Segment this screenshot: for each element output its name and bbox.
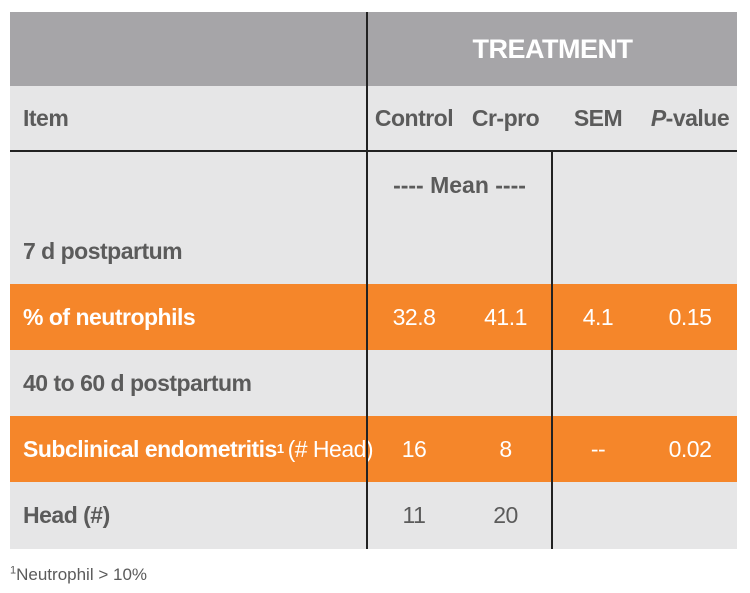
footnote: 1Neutrophil > 10% [10,565,147,585]
p-italic: P [650,104,666,131]
table-row: Subclinical endometritis 1 (# Head) 16 8 -… [10,416,737,482]
p-suffix: -value [665,104,730,131]
treatment-header-row: TREATMENT [10,12,737,86]
col-header-item: Item [23,104,69,131]
footnote-superscript: 1 [10,564,17,577]
cell-crpro: 20 [493,502,518,528]
footnote-text: Neutrophil > 10% [16,565,148,584]
cell-sem: -- [590,435,606,462]
cell-p-value: 0.02 [668,435,712,462]
col-header-p-value: P -value [643,86,737,150]
mean-row: ---- Mean ---- [10,152,737,218]
col-header-control: Control [374,104,454,131]
table-row: Head (#) 11 20 [10,482,737,549]
table-row: 40 to 60 d postpartum [10,350,737,416]
table-row: 7 d postpartum [10,218,737,284]
row-label: 7 d postpartum [23,237,183,264]
cell-crpro: 41.1 [484,303,527,330]
column-header-row: Item Control Cr-pro SEM P -value [10,86,737,152]
column-divider-sem [551,152,553,549]
mean-label: ---- Mean ---- [393,171,526,198]
treatment-group-header: TREATMENT [472,33,633,64]
row-label: % of neutrophils [23,303,196,330]
cell-p-value: 0.15 [668,303,712,330]
cell-control: 16 [401,435,427,462]
cell-control: 32.8 [392,303,436,330]
row-label-text: Subclinical endometritis [23,435,277,462]
col-header-crpro: Cr-pro [471,104,540,131]
cell-control: 11 [402,502,426,528]
table-row: % of neutrophils 32.8 41.1 4.1 0.15 [10,284,737,350]
row-label: Subclinical endometritis 1 (# Head) [23,435,374,462]
results-table: TREATMENT Item Control Cr-pro SEM P -valu… [10,12,737,549]
column-divider-item [366,12,368,549]
row-label-note: (# Head) [287,435,374,462]
col-header-sem: SEM [573,104,623,131]
row-label: 40 to 60 d postpartum [23,369,252,396]
cell-sem: 4.1 [582,303,614,330]
row-label: Head (#) [23,502,110,528]
cell-crpro: 8 [499,435,512,462]
